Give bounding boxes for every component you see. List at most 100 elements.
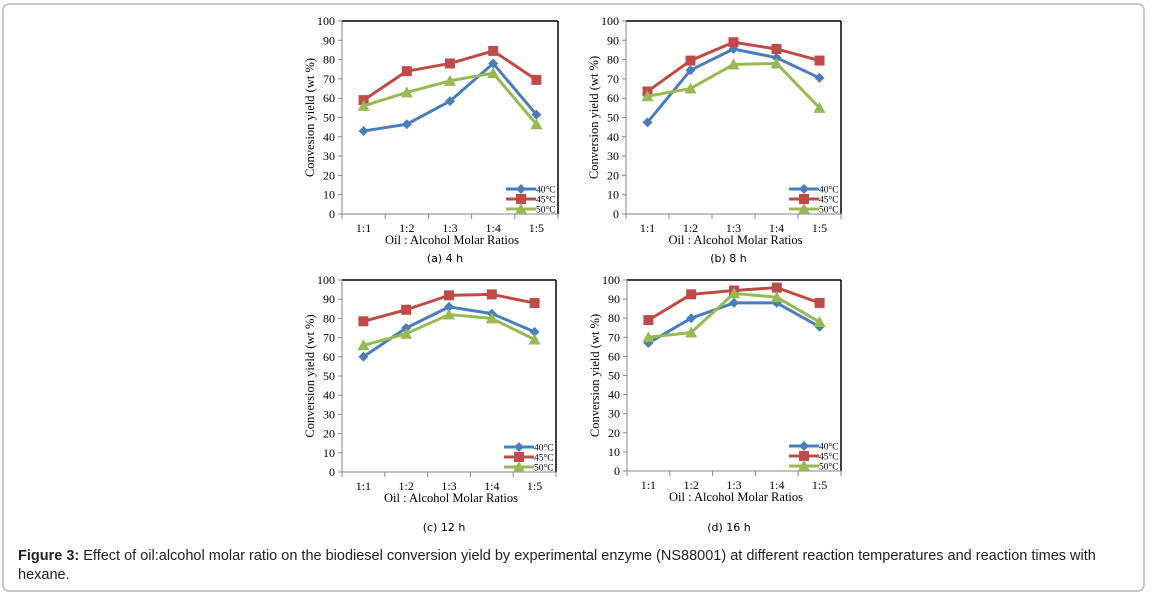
y-tick-label: 50 [608,369,620,383]
data-point [444,301,454,312]
data-point [641,90,654,102]
x-axis-label: Oil : Alcohol Molar Ratios [669,490,803,504]
legend-label: 40°C [819,442,839,453]
data-point [813,101,826,113]
y-tick-label: 80 [323,311,335,325]
data-point [685,326,698,338]
chart-panel: 0 10 20 30 40 50 60 70 80 90 100 1:1 1:2 1:3 1:4 1:5 Oil… [587,14,842,265]
x-axis-label: Oil : Alcohol Molar Ratios [668,233,802,247]
x-axis-label: Oil : Alcohol Molar Ratios [385,233,519,247]
x-tick-label: 1:1 [640,221,655,235]
data-point [488,58,499,69]
y-tick-label: 70 [323,331,335,345]
x-tick-label: 1:2 [399,479,414,493]
y-tick-label: 100 [317,273,335,287]
data-point [401,66,412,77]
data-point [358,351,369,362]
legend-marker [799,184,809,194]
legend-marker [798,203,810,214]
y-tick-label: 40 [323,388,335,402]
x-tick-label: 1:5 [812,478,827,492]
y-axis-label: Conversion yield (wt %) [303,314,317,437]
y-tick-label: 100 [601,14,619,28]
x-tick-label: 1:4 [769,478,784,492]
data-point [443,308,455,320]
figure-frame [2,3,1145,592]
data-point [358,126,369,137]
y-tick-label: 80 [607,53,619,67]
data-point [487,67,500,79]
y-tick-label: 60 [607,91,619,105]
y-tick-label: 10 [323,188,335,202]
x-tick-label: 1:1 [356,479,371,493]
y-tick-label: 90 [608,292,620,306]
legend-marker [515,203,527,214]
data-point [400,327,413,339]
x-tick-label: 1:4 [486,221,501,235]
legend-label: 45°C [819,195,839,206]
x-axis-label: Oil : Alcohol Molar Ratios [384,491,518,505]
y-tick-label: 30 [323,149,335,163]
data-point [400,86,413,98]
legend-marker [799,441,809,451]
y-tick-label: 100 [602,273,620,287]
x-tick-label: 1:2 [399,221,414,235]
y-tick-label: 10 [607,188,619,202]
data-point [445,96,455,107]
legend-label: 45°C [534,453,554,464]
y-tick-label: 50 [323,369,335,383]
data-point [771,43,782,54]
y-tick-label: 20 [323,427,335,441]
panel-title: (b) 8 h [710,252,747,265]
legend-label: 50°C [536,205,556,216]
y-axis-label: Convesion yield (wt %) [303,58,317,177]
data-point [401,119,412,130]
x-tick-label: 1:3 [726,478,741,492]
y-tick-label: 80 [608,311,620,325]
y-tick-label: 70 [323,72,335,86]
y-tick-label: 50 [607,111,619,125]
x-tick-label: 1:5 [529,221,544,235]
y-tick-label: 30 [608,407,620,421]
y-tick-label: 20 [607,168,619,182]
data-point [529,298,540,309]
data-point [485,312,498,324]
legend-label: 50°C [819,205,839,216]
legend-marker [513,461,525,472]
data-point [531,109,542,120]
y-tick-label: 40 [607,130,619,144]
data-point [445,58,455,69]
legend-label: 40°C [534,443,554,454]
legend-label: 40°C [819,185,839,196]
caption-label: Figure 3: [18,548,80,564]
legend-marker [799,194,809,204]
data-point [771,282,782,293]
data-point [770,291,783,303]
legend-label: 50°C [534,463,554,474]
y-tick-label: 60 [323,91,335,105]
panel-title: (c) 12 h [423,521,466,534]
x-tick-label: 1:3 [441,479,456,493]
data-point [444,74,456,86]
x-tick-label: 1:2 [683,221,698,235]
y-axis-label: Conversion yield (wt %) [588,314,602,437]
x-tick-label: 1:5 [527,479,542,493]
y-tick-label: 20 [608,426,620,440]
x-tick-label: 1:4 [769,221,784,235]
data-point [770,57,783,69]
data-point [728,287,740,299]
legend-label: 50°C [819,462,839,473]
y-tick-label: 20 [323,168,335,182]
chart-panel: 0 10 20 30 40 50 60 70 80 90 100 1:1 1:2 1:3 1:4 1:5 Oil… [303,273,557,534]
x-tick-label: 1:5 [812,221,827,235]
data-point [531,74,542,85]
data-point [686,289,697,300]
y-tick-label: 10 [323,446,335,460]
x-tick-label: 1:1 [641,478,656,492]
data-point [401,304,412,315]
x-tick-label: 1:3 [726,221,741,235]
data-point [529,326,540,337]
data-point [643,315,654,326]
y-tick-label: 60 [608,349,620,363]
